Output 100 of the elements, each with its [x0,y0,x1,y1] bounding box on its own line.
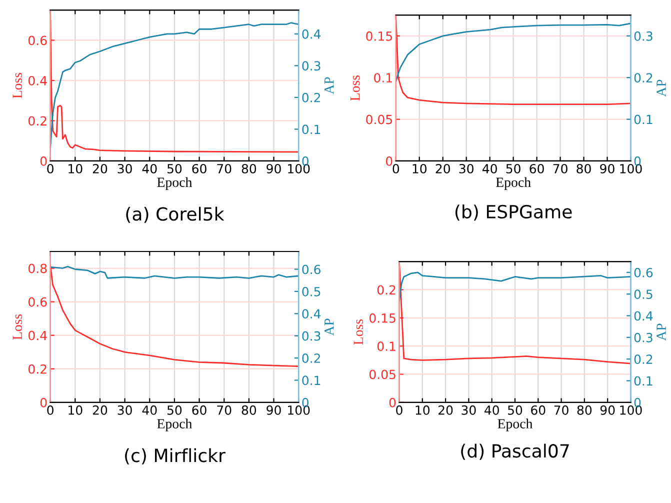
y2-tick-label: 0.5 [634,290,652,299]
x-tick-label: 80 [242,164,256,174]
y2-tick-label: 0 [634,398,641,408]
x-tick-label: 80 [576,164,591,174]
x-tick-label: 100 [620,164,642,174]
x-axis-title: Epoch [498,418,533,432]
x-tick-label: 70 [217,164,232,174]
x-tick-label: 0 [396,405,402,415]
y-tick-label: 0.15 [366,31,392,41]
y2-tick-label: 0.4 [634,311,653,321]
x-tick-label: 20 [436,164,450,174]
x-tick-label: 100 [288,164,310,174]
x-tick-label: 80 [577,405,592,415]
y2-tick-label: 0.5 [302,286,320,296]
y2-tick-label: 0.2 [302,92,320,102]
x-tick-label: 70 [553,164,568,174]
y-tick-label: 0.4 [28,330,47,340]
y2-tick-label: 0.2 [634,73,652,83]
y2-tick-label: 0.2 [634,354,652,364]
y-axis-title: Loss [12,72,22,98]
y2-tick-label: 0.3 [302,331,320,341]
y-axis-title: Loss [350,75,360,101]
y-tick-label: 0.1 [374,73,392,83]
x-tick-label: 50 [508,405,522,415]
x-tick-label: 10 [412,164,426,174]
x-tick-label: 60 [192,164,206,174]
y2-axis-title: AP [656,324,666,341]
x-tick-label: 70 [217,405,232,415]
y2-tick-label: 0.4 [302,29,321,39]
y2-tick-label: 0.6 [302,264,320,274]
x-tick-label: 70 [554,405,568,415]
x-tick-label: 50 [167,164,182,174]
x-tick-label: 100 [620,405,642,415]
y2-tick-label: 0.1 [634,114,652,124]
x-tick-label: 50 [167,405,182,415]
x-tick-label: 0 [47,405,54,415]
x-tick-label: 20 [438,405,453,415]
line-series [396,22,631,82]
y-tick-label: 0 [40,398,47,408]
x-tick-label: 10 [416,405,430,415]
x-tick-label: 40 [484,405,499,415]
x-tick-label: 60 [192,405,206,415]
y2-tick-label: 0.2 [302,353,320,363]
y2-tick-label: 0 [302,156,308,166]
x-tick-label: 90 [266,405,281,415]
y-tick-label: 0.15 [369,313,396,323]
line-series [50,266,299,279]
x-tick-label: 40 [482,164,497,174]
x-tick-label: 40 [142,164,157,174]
text: (a) Corel5k [126,206,224,223]
x-tick-label: 30 [462,405,476,415]
y-tick-label: 0.8 [28,264,47,274]
x-tick-label: 20 [92,164,108,174]
x-tick-label: 30 [118,405,132,415]
y-tick-label: 0.2 [377,285,396,295]
x-axis-title: Epoch [157,418,192,432]
y2-axis-title: AP [324,318,334,336]
y-tick-label: 0 [40,156,47,166]
x-tick-label: 10 [68,164,82,174]
y2-tick-label: 0.1 [302,376,320,386]
x-tick-label: 80 [242,405,256,415]
x-tick-label: 100 [288,405,310,415]
x-tick-label: 90 [600,164,614,174]
x-tick-label: 30 [459,164,474,174]
x-tick-label: 90 [600,405,615,415]
y2-tick-label: 0.1 [302,124,320,134]
y-axis-title: Loss [12,314,22,340]
y-tick-label: 0.05 [369,370,396,380]
x-tick-label: 10 [68,405,82,415]
y-tick-label: 0.4 [28,76,47,86]
y-axis-title: Loss [354,319,364,345]
y-tick-label: 0 [389,398,396,408]
text: (b) ESPGame [455,204,572,221]
y-tick-label: 0.6 [28,36,47,46]
y-tick-label: 0.05 [366,114,392,124]
x-tick-label: 20 [92,405,108,415]
y2-axis-title: AP [656,80,666,97]
x-tick-label: 60 [530,164,544,174]
y-tick-label: 0 [386,156,392,166]
x-axis-title: Epoch [157,177,192,190]
x-tick-label: 0 [47,164,54,174]
y2-tick-label: 0.3 [634,332,652,342]
y2-tick-label: 0 [634,156,641,166]
y2-tick-label: 0.3 [634,31,652,41]
y2-tick-label: 0.4 [302,309,321,319]
x-tick-label: 50 [506,164,520,174]
y-tick-label: 0.2 [28,116,46,126]
text: (c) Mirflickr [125,448,226,464]
y2-tick-label: 0.1 [634,376,652,386]
y2-tick-label: 0.6 [634,268,653,278]
y-tick-label: 0.1 [377,342,396,351]
y-tick-label: 0.2 [28,364,46,374]
y2-tick-label: 0 [302,398,308,408]
x-tick-label: 60 [531,405,546,415]
x-tick-label: 30 [118,164,132,174]
text: (d) Pascal07 [461,444,569,460]
x-tick-label: 40 [142,405,157,415]
y-tick-label: 0.6 [28,297,47,307]
x-axis-title: Epoch [496,177,531,190]
y2-tick-label: 0.3 [302,61,320,71]
